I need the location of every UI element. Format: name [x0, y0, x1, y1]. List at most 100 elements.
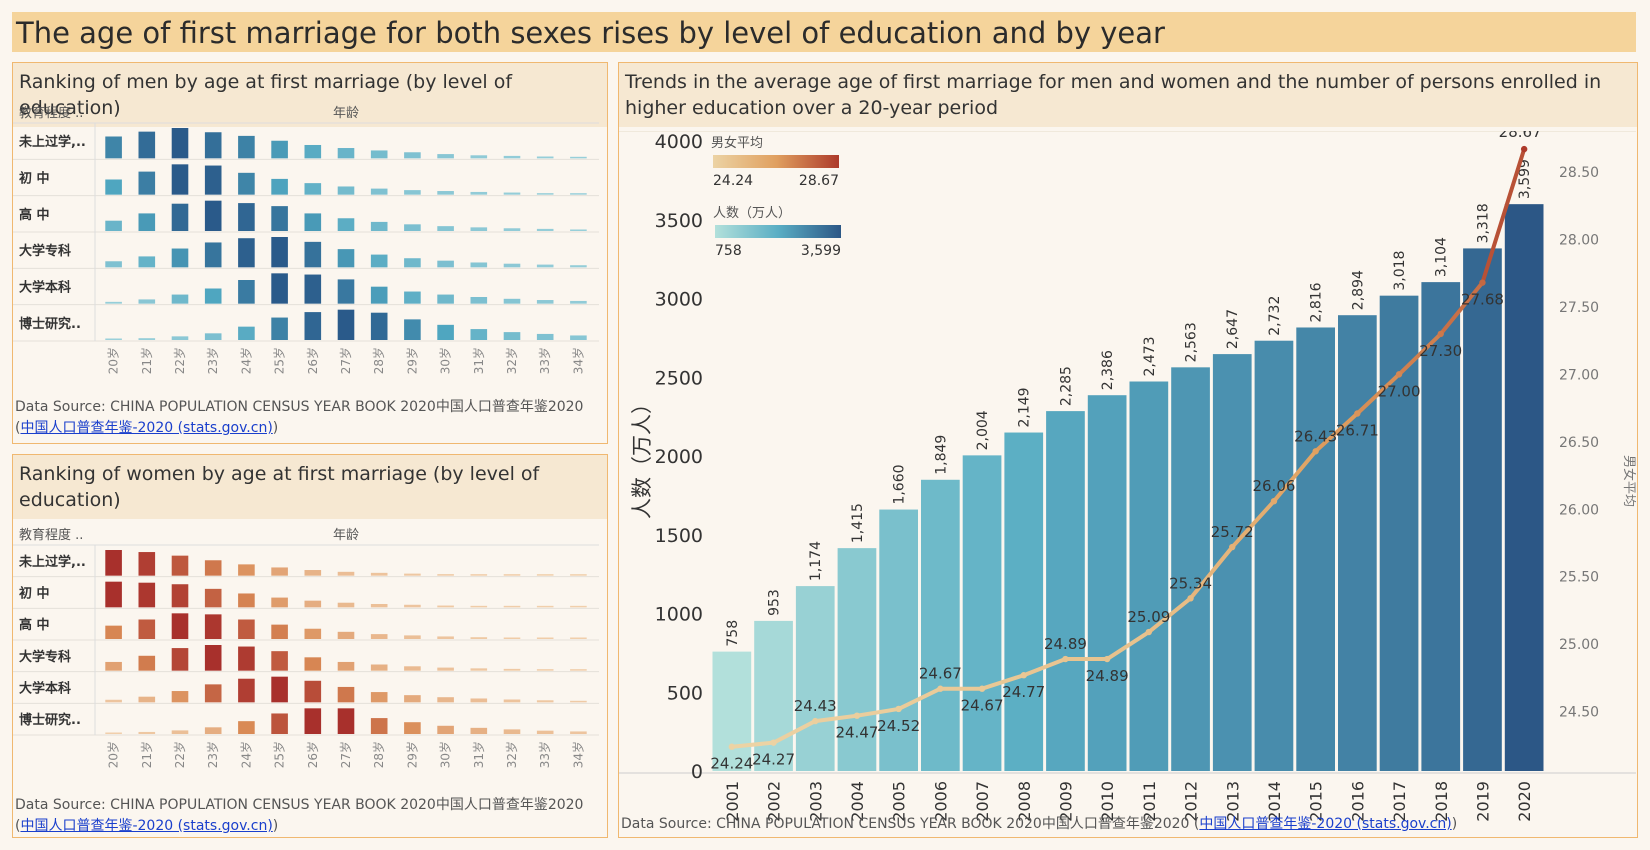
- x-tick-label: 2019: [1473, 781, 1492, 821]
- heat-bar: [238, 203, 255, 231]
- bar: [712, 651, 752, 771]
- heat-bar: [171, 203, 189, 231]
- line-segment: [896, 686, 943, 711]
- heat-bar: [503, 298, 521, 304]
- line-segment: [771, 719, 818, 745]
- heat-bar: [337, 186, 355, 195]
- column-label: 32岁: [504, 741, 519, 768]
- x-tick-label: 2002: [765, 781, 784, 821]
- line-value-label: 24.24: [710, 755, 753, 773]
- line-point: [1270, 497, 1278, 505]
- y-tick-label: 4000: [655, 131, 703, 153]
- heat-bar: [238, 593, 255, 608]
- heat-bar: [171, 613, 189, 639]
- women-source-text: Data Source: CHINA POPULATION CENSUS YEA…: [15, 797, 584, 813]
- heat-bar: [570, 731, 587, 734]
- heat-bar: [138, 655, 156, 671]
- heat-bar: [105, 550, 122, 576]
- line-segment: [1355, 372, 1402, 416]
- heat-bar: [370, 572, 388, 576]
- line-point: [895, 705, 902, 713]
- men-panel-title: Ranking of men by age at first marriage …: [13, 63, 607, 127]
- line-segment: [1271, 449, 1318, 504]
- men-source-link[interactable]: 中国人口普查年鉴-2020 (stats.gov.cn): [20, 420, 273, 436]
- y-tick-label: 1500: [655, 525, 703, 547]
- heat-bar: [105, 699, 122, 703]
- row-label: 未上过学,..: [18, 554, 86, 570]
- bar-value-label: 2,149: [1017, 387, 1033, 427]
- line-value-label: 24.89: [1044, 635, 1087, 653]
- heat-bar: [304, 657, 322, 671]
- heat-bar: [171, 164, 189, 195]
- heat-bar: [470, 296, 488, 304]
- legend-bar-title: 人数（万人）: [713, 206, 791, 221]
- heat-bar: [437, 605, 454, 608]
- heat-bar: [238, 619, 255, 639]
- line-value-label: 24.47: [835, 724, 878, 742]
- bar: [795, 586, 835, 771]
- row-label: 初 中: [19, 586, 50, 602]
- row-label: 初 中: [19, 171, 50, 187]
- heat-bar: [304, 708, 322, 734]
- row-label: 大学本科: [19, 681, 71, 697]
- legend-bar-min: 758: [715, 243, 742, 259]
- heat-bar: [304, 600, 322, 608]
- line-point: [1229, 543, 1236, 551]
- line-value-label: 25.34: [1169, 574, 1212, 592]
- heat-bar: [337, 708, 355, 734]
- line-value-label: 27.68: [1461, 291, 1504, 309]
- heat-bar: [370, 692, 388, 703]
- heat-bar: [503, 668, 521, 671]
- heat-bar: [503, 155, 521, 159]
- heat-bar: [105, 301, 122, 304]
- x-tick-label: 2003: [806, 781, 825, 821]
- x-tick-label: 2010: [1098, 781, 1117, 821]
- heat-bar: [337, 686, 355, 703]
- heat-bar: [404, 635, 421, 639]
- line-point: [1103, 655, 1111, 663]
- trend-source-link[interactable]: 中国人口普查年鉴-2020 (stats.gov.cn): [1199, 816, 1452, 832]
- heat-bar: [105, 179, 122, 195]
- heat-bar: [536, 730, 554, 734]
- legend-line-max: 28.67: [799, 173, 839, 189]
- bar-value-label: 2,386: [1100, 350, 1116, 390]
- heat-bar: [105, 261, 122, 268]
- men-source-text: Data Source: CHINA POPULATION CENSUS YEA…: [15, 399, 584, 415]
- line-value-label: 24.43: [794, 697, 837, 715]
- heat-bar: [437, 226, 454, 231]
- bar-value-label: 2,563: [1184, 322, 1200, 362]
- line-value-label: 25.09: [1127, 608, 1170, 626]
- heat-bar: [570, 300, 587, 304]
- heat-bar: [204, 614, 222, 639]
- column-label: 24岁: [238, 347, 253, 374]
- bar-value-label: 3,018: [1392, 251, 1408, 291]
- y-tick-label: 3000: [655, 289, 703, 311]
- heat-bar: [370, 188, 388, 195]
- bar-value-label: 2,732: [1267, 296, 1283, 336]
- heat-bar: [138, 338, 156, 340]
- heat-bar: [138, 582, 156, 608]
- heat-bar: [570, 574, 587, 576]
- line-value-label: 26.43: [1294, 427, 1337, 445]
- legend-bar-swatch: [715, 225, 841, 238]
- y-tick-label: 500: [667, 682, 703, 704]
- heat-bar: [437, 667, 454, 671]
- women-source-link[interactable]: 中国人口普查年鉴-2020 (stats.gov.cn): [20, 818, 273, 834]
- heat-bar: [503, 574, 521, 576]
- y2-axis-title: 男女平均: [1621, 455, 1636, 507]
- bar: [1504, 204, 1544, 772]
- bar-value-label: 3,318: [1475, 203, 1491, 243]
- trend-chart: 0 500 1000 1500 2000 2500 3000 3500 4000 人数（万人） 24…: [619, 131, 1636, 821]
- x-tick-label: 2007: [973, 781, 992, 821]
- row-label: 未上过学,..: [18, 134, 86, 150]
- heat-bar: [570, 265, 587, 268]
- row-label: 大学专科: [19, 243, 71, 259]
- heat-bar: [437, 574, 454, 576]
- x-tick-label: 2012: [1182, 781, 1201, 821]
- heat-bar: [138, 256, 156, 268]
- column-label: 29岁: [404, 347, 419, 374]
- column-label: 23岁: [205, 347, 220, 374]
- line-segment: [1397, 331, 1443, 377]
- heat-bar: [370, 312, 388, 340]
- heat-bar: [171, 248, 189, 268]
